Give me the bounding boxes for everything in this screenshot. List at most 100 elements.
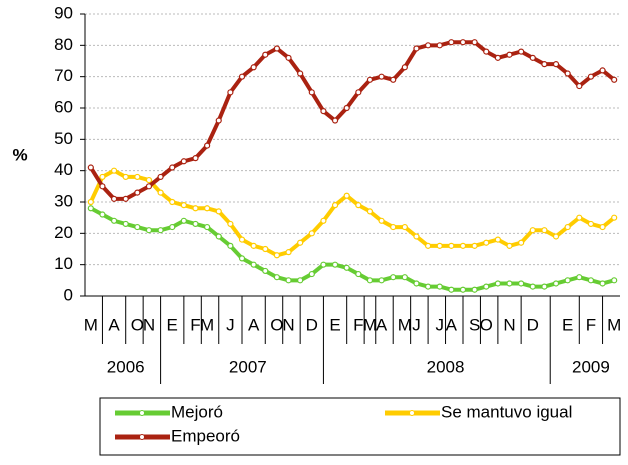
point-marker bbox=[355, 202, 362, 209]
legend-marker bbox=[139, 410, 145, 416]
x-tick-label: O bbox=[480, 315, 493, 334]
y-tick-label: 70 bbox=[54, 66, 73, 85]
point-marker bbox=[297, 70, 304, 77]
point-marker bbox=[122, 173, 129, 181]
point-marker bbox=[157, 189, 164, 196]
point-marker bbox=[564, 277, 571, 284]
x-tick-label: N bbox=[503, 315, 515, 334]
year-label: 2007 bbox=[229, 357, 267, 376]
point-marker bbox=[215, 208, 222, 215]
series-line bbox=[89, 40, 616, 201]
point-marker bbox=[250, 242, 257, 249]
point-marker bbox=[192, 155, 199, 162]
point-marker bbox=[587, 277, 595, 284]
point-marker bbox=[483, 239, 490, 246]
point-marker bbox=[355, 270, 362, 278]
point-marker bbox=[611, 214, 618, 221]
point-marker bbox=[192, 220, 199, 228]
point-marker bbox=[262, 51, 269, 58]
point-marker bbox=[99, 183, 106, 190]
x-tick-label: J bbox=[412, 315, 421, 334]
point-marker bbox=[227, 89, 234, 96]
point-marker bbox=[169, 223, 176, 231]
point-marker bbox=[413, 45, 420, 52]
point-marker bbox=[576, 82, 583, 90]
point-marker bbox=[390, 223, 397, 231]
point-marker bbox=[494, 54, 501, 61]
point-marker bbox=[506, 51, 513, 58]
point-marker bbox=[611, 76, 618, 83]
y-tick-label: 50 bbox=[54, 129, 73, 148]
point-marker bbox=[599, 223, 606, 231]
point-marker bbox=[564, 223, 571, 231]
point-marker bbox=[611, 277, 618, 284]
point-marker bbox=[576, 214, 583, 221]
point-marker bbox=[273, 45, 281, 52]
point-marker bbox=[436, 42, 443, 49]
point-marker bbox=[529, 54, 536, 61]
x-tick-label: F bbox=[353, 315, 363, 334]
x-tick-label: F bbox=[190, 315, 200, 334]
point-marker bbox=[110, 167, 118, 174]
point-marker bbox=[541, 227, 548, 234]
point-marker bbox=[366, 208, 374, 215]
point-marker bbox=[459, 39, 467, 46]
point-marker bbox=[87, 198, 94, 206]
point-marker bbox=[366, 76, 374, 83]
point-marker bbox=[459, 242, 467, 249]
point-marker bbox=[471, 286, 478, 293]
x-tick-label: A bbox=[108, 315, 120, 334]
y-tick-label: 0 bbox=[64, 285, 73, 304]
point-marker bbox=[483, 283, 490, 290]
y-tick-label: 40 bbox=[54, 160, 73, 179]
point-marker bbox=[308, 270, 315, 278]
point-marker bbox=[285, 249, 292, 256]
x-tick-label: S bbox=[469, 315, 480, 334]
point-marker bbox=[134, 173, 141, 181]
point-marker bbox=[273, 252, 281, 259]
point-marker bbox=[204, 142, 211, 149]
point-marker bbox=[564, 70, 571, 77]
x-tick-label: E bbox=[329, 315, 340, 334]
point-marker bbox=[145, 227, 153, 234]
point-marker bbox=[401, 274, 408, 281]
point-marker bbox=[599, 280, 606, 287]
point-marker bbox=[518, 48, 525, 55]
point-marker bbox=[331, 202, 339, 209]
point-marker bbox=[518, 239, 525, 246]
point-marker bbox=[343, 264, 350, 271]
point-marker bbox=[157, 227, 164, 234]
point-marker bbox=[552, 233, 560, 240]
point-marker bbox=[250, 261, 257, 268]
point-marker bbox=[122, 195, 129, 202]
point-marker bbox=[227, 242, 234, 249]
point-marker bbox=[378, 277, 385, 284]
point-marker bbox=[424, 283, 432, 290]
legend-label: Mejoró bbox=[171, 402, 223, 421]
y-tick-label: 10 bbox=[54, 254, 73, 273]
series-line bbox=[89, 168, 616, 258]
point-marker bbox=[529, 283, 536, 290]
point-marker bbox=[424, 242, 432, 249]
point-marker bbox=[204, 223, 211, 231]
point-marker bbox=[587, 220, 595, 228]
point-marker bbox=[99, 173, 106, 181]
point-marker bbox=[87, 164, 94, 171]
x-tick-label: E bbox=[167, 315, 178, 334]
x-tick-label: F bbox=[586, 315, 596, 334]
point-marker bbox=[134, 189, 141, 196]
legend-box bbox=[99, 397, 621, 456]
point-marker bbox=[506, 280, 513, 287]
point-marker bbox=[448, 39, 455, 46]
year-label: 2009 bbox=[572, 357, 610, 376]
point-marker bbox=[320, 108, 327, 115]
y-tick-label: 90 bbox=[54, 3, 73, 22]
y-tick-label: 30 bbox=[54, 191, 73, 210]
point-marker bbox=[343, 192, 350, 199]
point-marker bbox=[459, 286, 467, 293]
point-marker bbox=[262, 267, 269, 275]
point-marker bbox=[238, 255, 246, 262]
point-marker bbox=[424, 42, 432, 49]
x-tick-label: O bbox=[131, 315, 144, 334]
